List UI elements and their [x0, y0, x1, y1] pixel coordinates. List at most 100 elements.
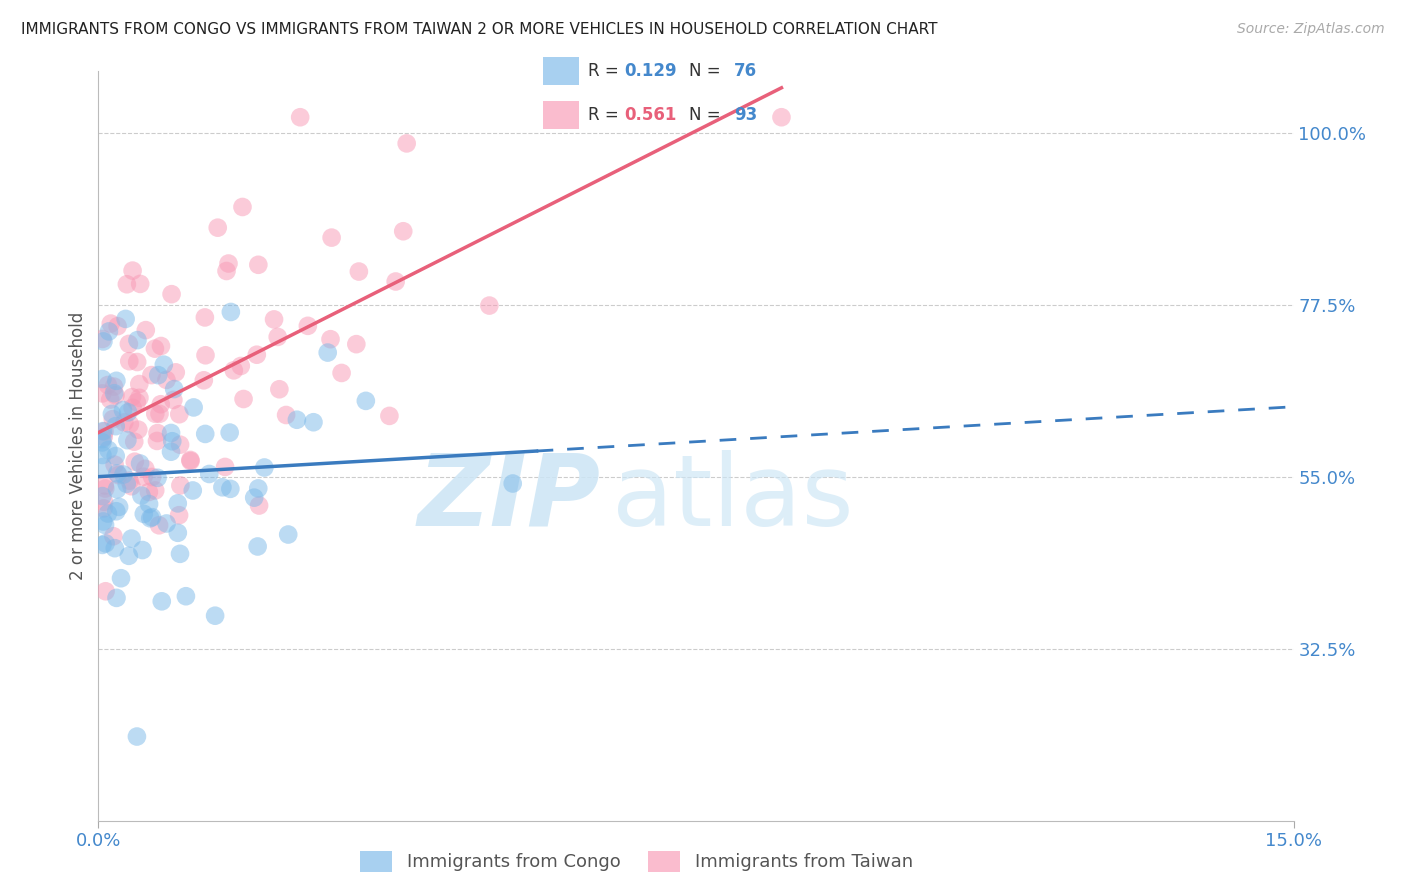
Point: [105, 483, 128, 497]
Point: [93, 430, 115, 444]
Point: [146, 471, 169, 485]
Text: ZIP: ZIP: [418, 450, 600, 547]
Point: [180, 454, 202, 468]
Point: [115, 476, 138, 491]
Point: [174, 589, 197, 603]
Point: [285, 413, 308, 427]
Text: 0.129: 0.129: [624, 62, 676, 79]
Point: [146, 434, 169, 448]
Point: [218, 256, 240, 270]
Point: [378, 409, 401, 423]
Point: [103, 379, 125, 393]
Point: [97, 378, 120, 392]
Point: [167, 508, 190, 523]
Point: [93, 334, 115, 349]
Point: [94, 517, 117, 532]
Point: [121, 390, 143, 404]
Point: [198, 467, 221, 481]
Point: [118, 417, 141, 432]
Point: [247, 258, 270, 272]
Point: [125, 730, 148, 744]
Point: [347, 264, 370, 278]
Point: [129, 457, 152, 471]
Point: [110, 571, 132, 585]
Point: [148, 407, 170, 421]
Point: [141, 368, 163, 383]
Point: [114, 312, 136, 326]
Point: [115, 277, 138, 292]
Point: [316, 345, 339, 359]
Point: [344, 337, 367, 351]
Point: [121, 263, 143, 277]
Point: [169, 438, 191, 452]
Point: [91, 424, 114, 438]
Point: [150, 594, 173, 608]
Point: [160, 287, 183, 301]
Point: [94, 536, 117, 550]
Point: [117, 405, 139, 419]
Point: [146, 425, 169, 440]
Point: [129, 277, 152, 291]
Point: [162, 392, 184, 407]
Point: [169, 478, 191, 492]
Point: [118, 337, 141, 351]
Point: [97, 507, 120, 521]
Point: [124, 455, 146, 469]
Point: [107, 319, 129, 334]
Point: [121, 532, 143, 546]
Point: [302, 415, 325, 429]
Point: [105, 591, 128, 605]
Point: [267, 330, 290, 344]
Point: [384, 275, 406, 289]
Point: [143, 483, 166, 498]
Point: [103, 529, 125, 543]
Point: [132, 470, 155, 484]
Point: [222, 363, 245, 377]
Point: [101, 407, 124, 421]
Point: [104, 449, 127, 463]
Point: [181, 483, 204, 498]
Point: [395, 136, 418, 151]
Point: [91, 515, 114, 529]
Text: R =: R =: [588, 106, 624, 124]
Point: [179, 453, 201, 467]
Point: [104, 458, 127, 472]
Point: [243, 491, 266, 505]
Point: [194, 426, 217, 441]
Point: [91, 435, 114, 450]
Point: [97, 442, 120, 457]
Point: [319, 332, 342, 346]
Point: [218, 425, 240, 440]
Point: [165, 365, 187, 379]
Point: [118, 474, 141, 488]
Point: [131, 489, 153, 503]
Point: [127, 423, 149, 437]
Point: [91, 332, 114, 346]
Point: [135, 323, 157, 337]
Point: [321, 230, 343, 244]
Point: [143, 342, 166, 356]
Point: [229, 359, 252, 373]
Point: [104, 388, 127, 402]
Point: [330, 366, 353, 380]
Point: [214, 459, 236, 474]
Point: [112, 416, 135, 430]
Point: [253, 460, 276, 475]
Point: [232, 392, 254, 406]
Point: [98, 392, 121, 407]
Text: 93: 93: [734, 106, 758, 124]
Point: [162, 434, 184, 449]
FancyBboxPatch shape: [543, 57, 579, 85]
Point: [91, 489, 114, 503]
Point: [121, 401, 143, 415]
Point: [101, 412, 124, 426]
Point: [128, 377, 150, 392]
Point: [193, 373, 215, 387]
Text: Source: ZipAtlas.com: Source: ZipAtlas.com: [1237, 22, 1385, 37]
Point: [163, 382, 186, 396]
Text: R =: R =: [588, 62, 624, 79]
Point: [247, 499, 270, 513]
Legend: Immigrants from Congo, Immigrants from Taiwan: Immigrants from Congo, Immigrants from T…: [353, 844, 920, 879]
Point: [770, 110, 793, 124]
Point: [105, 467, 128, 481]
